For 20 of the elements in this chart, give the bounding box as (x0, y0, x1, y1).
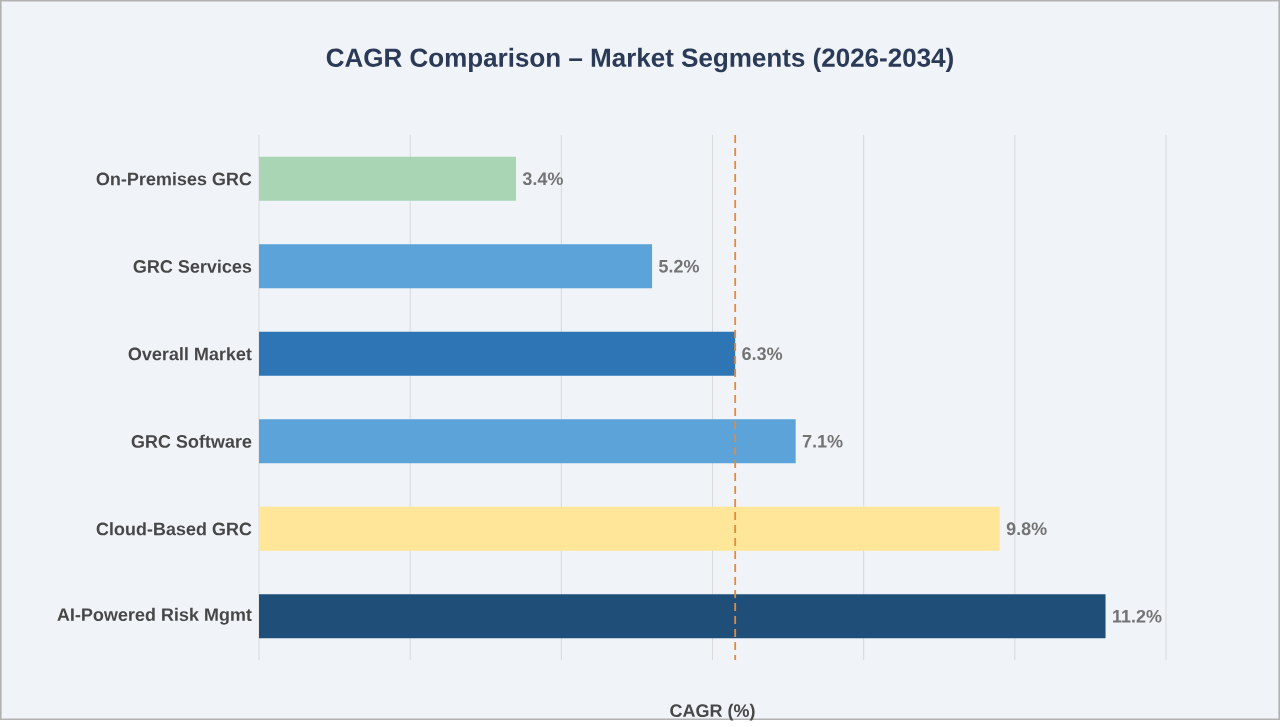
data-label: 5.2% (659, 259, 699, 273)
data-label: 6.3% (742, 347, 783, 360)
bar (259, 244, 653, 289)
chart-title: CAGR Comparison – Market Segments (2026-2034) (326, 47, 953, 73)
x-axis-title: CAGR (%) (670, 703, 755, 721)
y-tick-label: Overall Market (128, 347, 252, 361)
y-tick-label: Cloud-Based GRC (96, 522, 252, 536)
data-label: 3.4% (522, 172, 563, 185)
data-label: 7.1% (802, 434, 843, 448)
bar (259, 419, 796, 464)
y-tick-label: On-Premises GRC (96, 172, 252, 186)
bar (259, 506, 1000, 551)
bar (259, 594, 1106, 639)
y-tick-label: GRC Services (133, 259, 252, 273)
bar (259, 156, 516, 201)
bar (259, 331, 736, 376)
y-tick-label: GRC Software (131, 434, 252, 448)
data-label: 11.2% (1113, 609, 1162, 623)
y-tick-label: AI-Powered Risk Mgmt (57, 607, 252, 625)
data-label: 9.8% (1006, 522, 1047, 535)
